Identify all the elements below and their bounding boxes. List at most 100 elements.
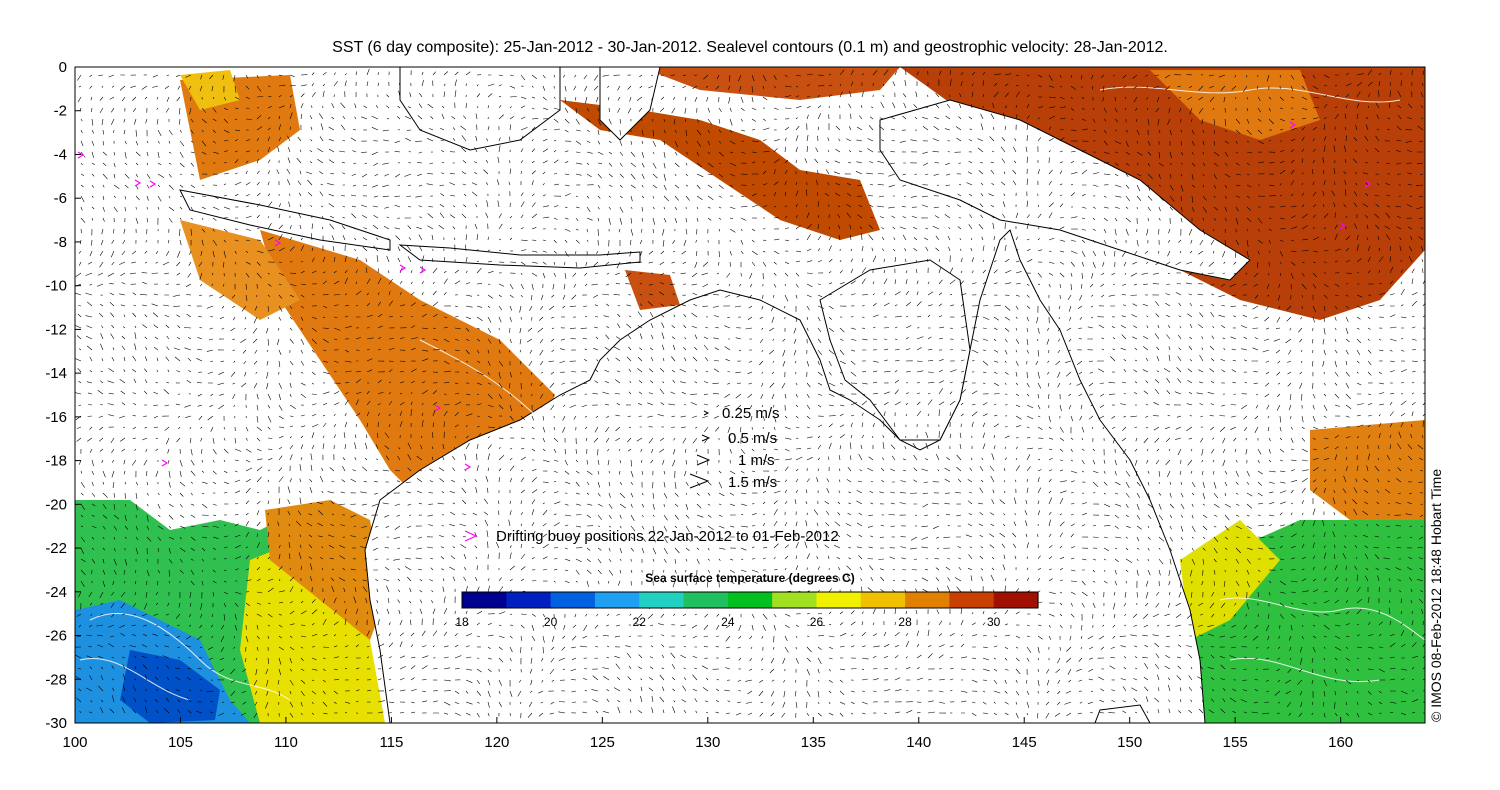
buoy-marker xyxy=(419,266,427,274)
colorbar-tick-label: 26 xyxy=(810,615,824,629)
buoy-marker xyxy=(1364,180,1372,188)
sst-orange-west-coast xyxy=(265,500,385,640)
y-tick-label: -10 xyxy=(45,278,67,295)
x-tick-label: 125 xyxy=(590,734,615,751)
colorbar-segment xyxy=(550,592,596,608)
y-tick-label: -22 xyxy=(45,540,67,557)
buoy-marker xyxy=(1289,121,1297,129)
buoy-legend: Drifting buoy positions 22-Jan-2012 to 0… xyxy=(464,528,839,545)
colorbar-bar xyxy=(462,592,1039,608)
colorbar-segment xyxy=(993,592,1039,608)
colorbar-segment xyxy=(949,592,995,608)
sulawesi-island xyxy=(599,67,661,141)
x-tick-label: 120 xyxy=(484,734,509,751)
java-island xyxy=(179,189,391,251)
colorbar-segment xyxy=(772,592,818,608)
x-tick-label: 110 xyxy=(274,734,298,751)
colorbar-tick-label: 22 xyxy=(633,615,647,629)
y-tick-label: -24 xyxy=(45,584,67,601)
buoy-marker xyxy=(77,151,85,159)
y-tick-label: -18 xyxy=(45,453,67,470)
velocity-label-1: 1 m/s xyxy=(738,452,775,469)
colorbar-title: Sea surface temperature (degrees C) xyxy=(645,571,854,585)
velocity-arrow-1-5 xyxy=(689,473,710,489)
contour-line xyxy=(1219,597,1425,641)
colorbar-segment xyxy=(594,592,640,608)
colorbar-tick-label: 20 xyxy=(544,615,558,629)
buoy-marker xyxy=(1339,222,1347,230)
sst-warm-banda xyxy=(560,100,880,240)
colorbar-segment xyxy=(727,592,773,608)
buoy-marker xyxy=(274,239,282,247)
map-frame xyxy=(74,66,1426,724)
velocity-label-0-5: 0.5 m/s xyxy=(728,430,777,447)
sst-yellow-north xyxy=(180,70,240,110)
sst-warm-west xyxy=(180,220,300,320)
colorbar-segment xyxy=(816,592,862,608)
x-tick-label: 100 xyxy=(62,734,87,751)
colorbar-frame xyxy=(461,591,1039,609)
buoy-marker xyxy=(134,179,142,187)
sst-orange-northeast xyxy=(1150,70,1320,140)
colorbar-ticks: 18 20 22 24 26 28 30 xyxy=(455,615,1000,629)
y-tick-label: -12 xyxy=(45,321,67,338)
y-tick-label: 0 xyxy=(59,59,67,76)
x-axis: 100 105 110 115 120 125 130 135 140 145 150 155 160 xyxy=(62,717,1353,751)
colorbar-segment xyxy=(639,592,685,608)
buoy-marker xyxy=(161,459,169,467)
buoy-marker xyxy=(149,180,157,188)
x-tick-label: 150 xyxy=(1117,734,1142,751)
sst-warm-arafura xyxy=(625,270,680,310)
y-tick-label: -2 xyxy=(54,103,67,120)
velocity-arrow-0-25 xyxy=(703,410,710,416)
buoy-marker xyxy=(464,463,472,471)
y-axis: 0 -2 -4 -6 -8 -10 -12 -14 -16 -18 -20 -22 -24 -26 -28 -… xyxy=(45,59,81,732)
x-tick-label: 130 xyxy=(695,734,720,751)
velocity-arrow-1 xyxy=(696,454,711,466)
x-tick-label: 135 xyxy=(801,734,826,751)
colorbar-tick-label: 28 xyxy=(898,615,912,629)
tasmania-island xyxy=(1094,704,1151,723)
colorbar-tick-label: 18 xyxy=(455,615,469,629)
y-tick-label: -8 xyxy=(54,234,67,251)
velocity-label-1-5: 1.5 m/s xyxy=(728,474,777,491)
sst-colorbar: Sea surface temperature (degrees C) 18 20… xyxy=(455,571,1039,629)
colorbar-segment xyxy=(860,592,906,608)
sst-warm-north-center xyxy=(640,67,900,100)
buoy-marker-icon xyxy=(464,530,478,542)
colorbar-tick-label: 30 xyxy=(987,615,1001,629)
y-tick-label: -14 xyxy=(45,365,67,382)
velocity-arrow-0-5 xyxy=(701,434,711,442)
new-guinea-landmass xyxy=(879,99,1251,281)
borneo-island xyxy=(399,67,561,151)
colorbar-tick-label: 24 xyxy=(721,615,735,629)
y-tick-label: -20 xyxy=(45,496,67,513)
x-tick-label: 160 xyxy=(1328,734,1353,751)
y-tick-label: -30 xyxy=(45,715,67,732)
buoy-marker xyxy=(434,404,442,412)
velocity-legend: 0.25 m/s 0.5 m/s 1 m/s 1.5 m/s xyxy=(689,405,780,491)
y-tick-label: -6 xyxy=(54,190,67,207)
buoy-marker xyxy=(399,264,407,272)
x-tick-label: 140 xyxy=(906,734,931,751)
contour-line xyxy=(419,339,541,421)
colorbar-segment xyxy=(905,592,950,608)
velocity-label-0-25: 0.25 m/s xyxy=(722,405,780,422)
contour-line xyxy=(1099,86,1401,103)
colorbar-segment xyxy=(683,592,729,608)
sst-blue-patch xyxy=(120,650,220,723)
sst-warm-nw-shelf xyxy=(260,230,555,500)
imos-credit: © IMOS 08-Feb-2012 18:48 Hobart Time xyxy=(1428,469,1444,722)
map-area xyxy=(75,67,1425,723)
x-tick-label: 105 xyxy=(168,734,193,751)
y-tick-label: -4 xyxy=(54,146,67,163)
figure-title: SST (6 day composite): 25-Jan-2012 - 30-… xyxy=(332,39,1168,56)
y-tick-label: -28 xyxy=(45,671,67,688)
colorbar-segment xyxy=(506,592,552,608)
velocity-vector-field xyxy=(75,68,1425,719)
colorbar-segment xyxy=(462,592,507,608)
velocity-vectors xyxy=(75,68,1425,719)
lesser-sunda-islands xyxy=(398,244,641,269)
y-tick-label: -16 xyxy=(45,409,67,426)
